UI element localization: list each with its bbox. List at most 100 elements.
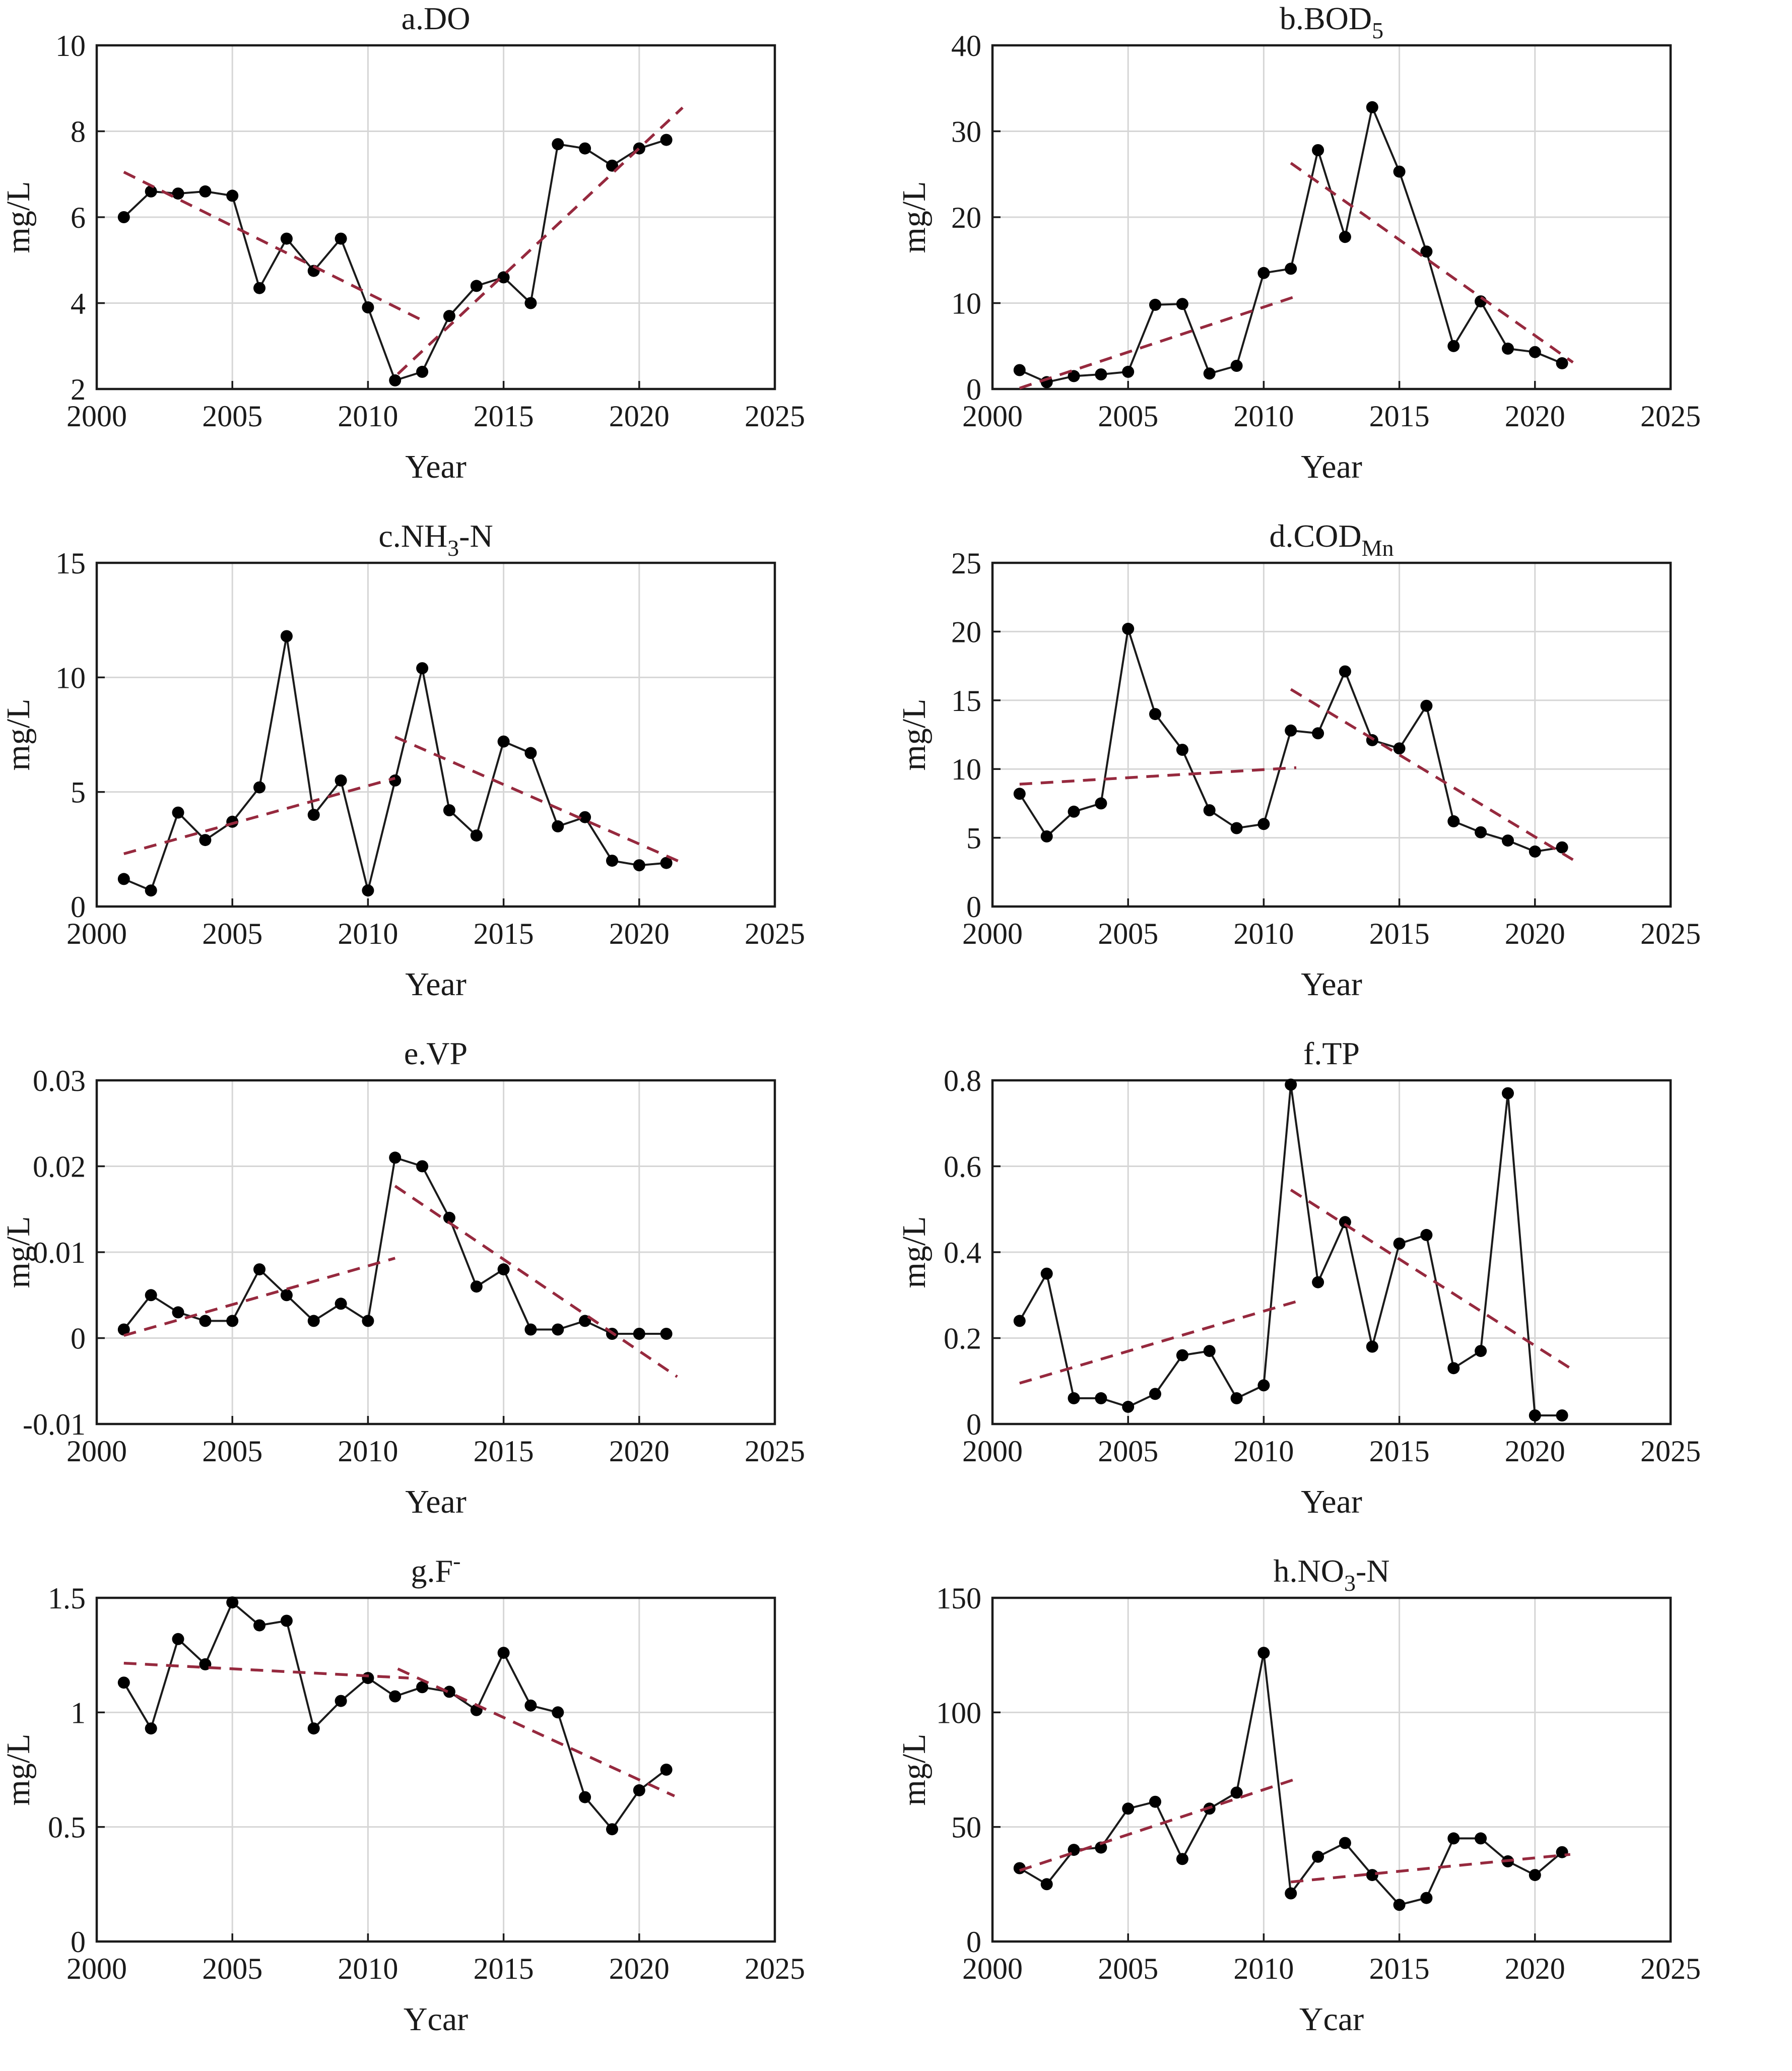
panel-d: 2000 2005 2010 2015 2020 2025 0 5 10 15 20 25 Year mg… (896, 517, 1792, 1035)
y-tick-label: 10 (951, 287, 981, 320)
x-tick-label: 2005 (1098, 917, 1158, 950)
data-point (1122, 622, 1135, 635)
data-point (1068, 1392, 1080, 1404)
y-tick-label: 150 (936, 1582, 981, 1615)
data-point-markers (117, 630, 673, 897)
chart-title: f.TP (1303, 1036, 1360, 1071)
data-series-line (123, 635, 667, 892)
data-point (1176, 744, 1188, 756)
data-point (145, 884, 157, 897)
data-point (1366, 1869, 1378, 1882)
data-point (633, 1784, 645, 1796)
x-tick-label: 2010 (1233, 917, 1294, 950)
trend-line-1 (123, 776, 395, 856)
data-point (1149, 708, 1161, 721)
y-axis-label: mg/L (0, 1734, 37, 1806)
data-point (1013, 364, 1026, 376)
chart-d-svg: 2000 2005 2010 2015 2020 20250510152025Yearmg… (896, 518, 1701, 1003)
x-tick-label: 2000 (962, 1435, 1023, 1468)
data-point (416, 662, 429, 675)
data-point (1312, 1276, 1324, 1288)
data-point (1420, 1892, 1433, 1904)
x-tick-label: 2000 (67, 917, 127, 950)
data-point (524, 297, 537, 309)
data-point (226, 1596, 239, 1609)
x-tick-label: 2020 (1505, 400, 1565, 433)
tick-marks (991, 1597, 1672, 1943)
data-point (660, 134, 673, 146)
data-point (606, 1823, 618, 1836)
data-point (1013, 1862, 1026, 1874)
gridlines (97, 45, 775, 389)
x-tick-label: 2000 (67, 1435, 127, 1468)
panel-c: 2000 2005 2010 2015 2020 2025 0 5 10 15 Year mg/L c.… (0, 517, 896, 1035)
data-point (1040, 1267, 1053, 1280)
chart-title: b.BOD5 (1280, 1, 1383, 43)
y-axis-label: mg/L (896, 181, 933, 253)
data-point (1339, 231, 1351, 243)
data-point (443, 1211, 455, 1224)
x-tick-label: 2025 (1640, 400, 1701, 433)
y-tick-label: 0.02 (33, 1150, 86, 1184)
data-point (199, 1315, 212, 1327)
x-tick-label: 2005 (202, 917, 262, 950)
chart-title: h.NO3-N (1274, 1553, 1390, 1596)
trend-line-1 (123, 1661, 409, 1679)
data-point (1529, 1409, 1541, 1421)
data-point (1068, 805, 1080, 818)
chart-c-svg: 2000 2005 2010 2015 2020 2025 0 5 10 15 Year mg/L c.… (0, 518, 805, 1003)
x-tick-label: 2005 (202, 1952, 262, 1985)
x-tick-label: 2020 (1505, 1435, 1565, 1468)
data-point (253, 1263, 266, 1276)
data-point (443, 1686, 455, 1698)
data-point (1556, 357, 1568, 369)
x-tick-label: 2010 (338, 1435, 398, 1468)
data-point (172, 1306, 184, 1319)
x-tick-label: 2000 (67, 1952, 127, 1985)
x-tick-label: 2000 (962, 400, 1023, 433)
data-point (1393, 742, 1406, 755)
tick-marks (991, 562, 1672, 908)
data-series-line (123, 139, 667, 381)
data-point (362, 884, 374, 897)
data-point (1447, 815, 1460, 827)
y-tick-label: 10 (55, 29, 86, 62)
x-tick-label: 2025 (745, 917, 805, 950)
data-point (1447, 340, 1460, 352)
data-point (470, 829, 483, 842)
data-point (497, 1263, 510, 1276)
data-point (1095, 797, 1107, 810)
x-axis-label: Year (405, 1483, 467, 1520)
data-point (552, 1706, 564, 1719)
x-tick-label: 2010 (1233, 1435, 1294, 1468)
x-tick-label: 2005 (1098, 1435, 1158, 1468)
data-point (1393, 1238, 1406, 1250)
data-point (1556, 1409, 1568, 1421)
data-point-markers (1013, 1078, 1568, 1421)
data-point-markers (1013, 1647, 1568, 1911)
axis-box (95, 561, 776, 908)
x-tick-label: 2000 (962, 917, 1023, 950)
x-tick-label: 2010 (338, 917, 398, 950)
data-point (117, 1676, 130, 1689)
y-axis-label: mg/L (0, 181, 37, 253)
y-tick-label: 0.01 (33, 1236, 86, 1269)
data-point (145, 1722, 157, 1735)
gridlines (992, 45, 1671, 389)
x-tick-label: 2010 (338, 400, 398, 433)
data-point (362, 301, 374, 313)
x-tick-label: 2015 (1369, 1435, 1430, 1468)
data-point (362, 1315, 374, 1327)
y-tick-label: 15 (55, 547, 86, 580)
y-tick-label: 6 (71, 201, 86, 234)
data-series-line (1019, 1652, 1563, 1906)
data-point (172, 187, 184, 200)
data-point (1285, 1887, 1297, 1900)
data-point (1285, 1078, 1297, 1091)
data-point (389, 374, 402, 386)
data-point (1230, 822, 1243, 834)
data-point (1393, 1899, 1406, 1911)
x-tick-label: 2010 (1233, 400, 1294, 433)
data-point (1556, 1846, 1568, 1858)
data-point (253, 1619, 266, 1632)
